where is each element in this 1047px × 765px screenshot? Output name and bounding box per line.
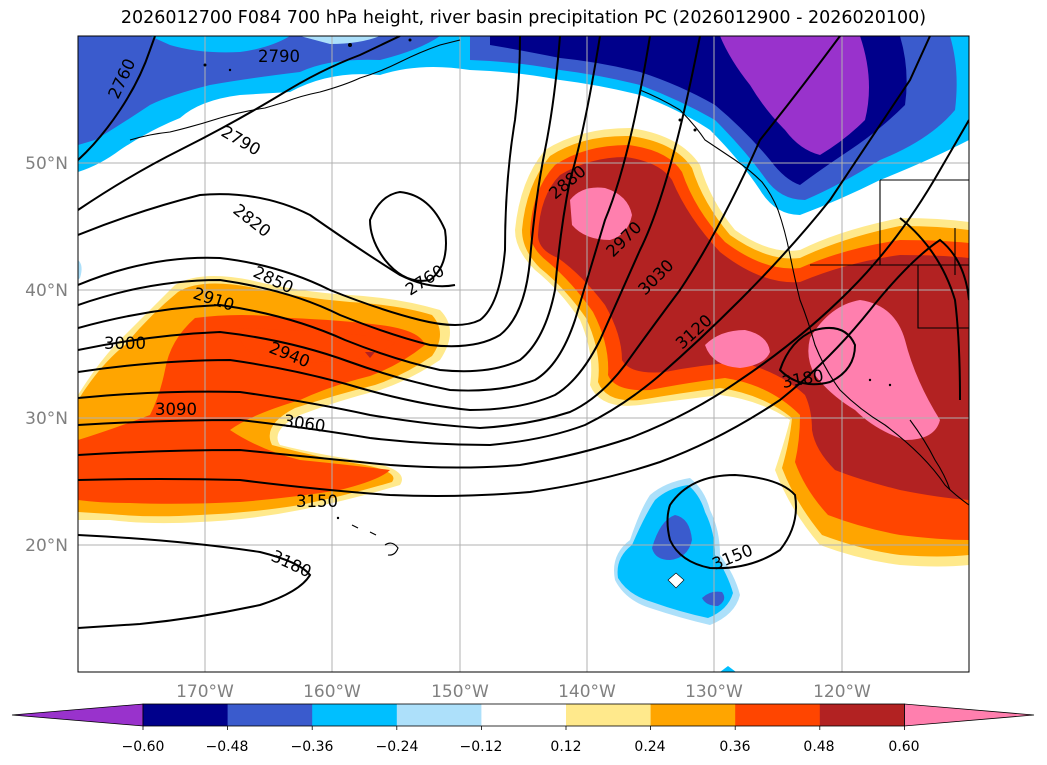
negative-region-edge-west: [78, 260, 82, 280]
colorbar-segment: [312, 704, 398, 726]
contour-label: 3090: [155, 400, 197, 419]
colorbar-tick-label: 0.60: [888, 739, 919, 755]
colorbar-tick-label: 0.48: [803, 739, 834, 755]
lon-label: 140°W: [558, 682, 616, 702]
lon-label: 150°W: [431, 682, 489, 702]
colorbar-segment: [650, 704, 736, 726]
lat-label: 40°N: [25, 281, 68, 301]
lat-label: 20°N: [25, 536, 68, 556]
colorbar-ticks: −0.60 −0.48 −0.36 −0.24 −0.12 0.12 0.24 …: [122, 739, 920, 755]
contour-label: 3150: [296, 492, 338, 511]
longitude-labels: 170°W 160°W 150°W 140°W 130°W 120°W: [176, 682, 871, 702]
colorbar-frame: [142, 703, 905, 727]
contour-label: 2790: [258, 47, 300, 66]
colorbar-segment: [735, 704, 821, 726]
islands: [203, 38, 892, 520]
lon-label: 120°W: [813, 682, 871, 702]
colorbar-tick-label: 0.24: [634, 739, 665, 755]
lat-label: 50°N: [25, 154, 68, 174]
lon-label: 160°W: [303, 682, 361, 702]
height-contours: [78, 36, 969, 629]
colorbar-tick-label: −0.48: [206, 739, 249, 755]
colorbar-extend-min: [11, 703, 144, 727]
colorbar-segment: [143, 704, 229, 726]
lon-label: 170°W: [176, 682, 234, 702]
negative-region-northwest: [78, 36, 470, 172]
negative-region-edge: [720, 666, 736, 672]
latitude-labels: 50°N 40°N 30°N 20°N: [25, 154, 68, 556]
lon-label: 130°W: [685, 682, 743, 702]
lat-label: 30°N: [25, 409, 68, 429]
negative-region-north: [470, 36, 969, 215]
colorbar-tick-label: −0.60: [122, 739, 165, 755]
colorbar-tick-label: 0.12: [550, 739, 581, 755]
map-frame: [77, 35, 970, 673]
colorbar-extend-max: [904, 703, 1035, 727]
colorbar-segment: [819, 704, 905, 726]
graticule: [78, 36, 969, 672]
colorbar-tick-label: −0.12: [460, 739, 503, 755]
colorbar: −0.60 −0.48 −0.36 −0.24 −0.12 0.12 0.24 …: [11, 703, 1035, 755]
map-area: 2790 2760 2790 2820 2850 2910 2940 3000 …: [78, 36, 969, 672]
colorbar-segment: [396, 704, 482, 726]
contour-label: 3000: [104, 334, 146, 353]
colorbar-tick-label: −0.24: [376, 739, 419, 755]
colorbar-segments: [11, 703, 1035, 730]
colorbar-segment: [566, 704, 652, 726]
map-title: 2026012700 F084 700 hPa height, river ba…: [120, 8, 927, 28]
colorbar-segment: [227, 704, 313, 726]
colorbar-tick-label: −0.36: [291, 739, 334, 755]
colorbar-segment: [481, 704, 567, 726]
positive-region-west: [78, 276, 450, 524]
positive-region-east: [365, 128, 969, 567]
colorbar-tick-label: 0.36: [719, 739, 750, 755]
